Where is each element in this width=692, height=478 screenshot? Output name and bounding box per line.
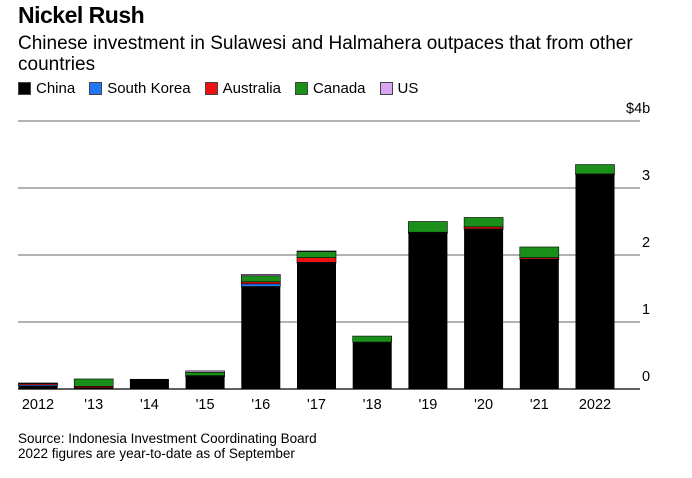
- bar-segment-china-2: [129, 378, 169, 389]
- x-tick-label: 2022: [579, 397, 611, 413]
- bar-segment-canada-9: [519, 246, 560, 258]
- bar-segment-china-7: [408, 233, 448, 389]
- bar-segment-china-0: [18, 386, 58, 389]
- legend-swatch-south-korea: [89, 82, 103, 95]
- bar-segment-canada-4: [241, 275, 281, 283]
- bar-segment-china-8: [464, 229, 504, 389]
- legend-label-canada: Canada: [312, 80, 366, 97]
- y-tick-label: $4b: [626, 101, 650, 117]
- legend-item-canada: Canada: [294, 80, 366, 97]
- legend-swatch-china: [18, 82, 31, 95]
- y-tick-label: 2: [642, 235, 650, 251]
- bar-segment-us-4: [241, 274, 281, 277]
- legend-item-australia: Australia: [204, 80, 281, 97]
- bar-segment-canada-3: [185, 371, 225, 376]
- bar-segment-china-3: [185, 376, 225, 389]
- legend-label-us: US: [397, 80, 419, 97]
- x-tick-label: '14: [140, 397, 159, 413]
- bar-segment-china-10: [575, 174, 615, 389]
- source-text: Source: Indonesia Investment Coordinatin…: [18, 431, 317, 446]
- legend-item-china: China: [18, 80, 75, 97]
- bar-segment-canada-7: [408, 221, 448, 233]
- legend-item-us: US: [379, 80, 419, 97]
- y-tick-label: 0: [642, 369, 650, 385]
- legend-label-south-korea: South Korea: [107, 80, 191, 97]
- bar-chart: 0 1 2 3 $4b 2012 '13 '14 '15 '16 '17 '18 '19 '20 '21 20…: [18, 101, 650, 413]
- bar-segment-canada-6: [352, 335, 393, 343]
- chart-subtitle: Chinese investment in Sulawesi and Halma…: [18, 33, 633, 75]
- legend-swatch-australia: [204, 82, 218, 95]
- bar-segment-china-6: [352, 342, 392, 389]
- bar-segment-china-1: [74, 387, 114, 389]
- x-tick-label: '21: [530, 397, 549, 413]
- bar-segment-canada-5: [296, 251, 337, 258]
- bar-segment-south-korea-4: [241, 283, 281, 287]
- x-tick-label: '18: [363, 397, 382, 413]
- bar-segment-australia-5: [296, 257, 337, 263]
- footnote-text: 2022 figures are year-to-date as of Sept…: [18, 446, 295, 461]
- bar-segment-canada-1: [73, 378, 114, 387]
- bar-segment-china-5: [297, 263, 336, 389]
- bar-segment-canada-8: [463, 217, 504, 228]
- bar-segment-canada-10: [575, 164, 615, 175]
- chart-title: Nickel Rush: [18, 2, 145, 28]
- legend-item-south-korea: South Korea: [89, 80, 191, 97]
- x-tick-label: '17: [307, 397, 326, 413]
- bar-segment-australia-8: [463, 226, 504, 230]
- bar-segment-canada-0: [18, 382, 58, 384]
- legend-label-china: China: [36, 80, 76, 97]
- x-tick-label: 2012: [22, 397, 54, 413]
- x-tick-label: '16: [251, 397, 270, 413]
- legend-swatch-canada: [294, 82, 308, 95]
- y-tick-label: 1: [642, 302, 650, 318]
- x-tick-label: '20: [474, 397, 493, 413]
- source-note: Source: Indonesia Investment Coordinatin…: [18, 431, 317, 461]
- y-tick-label: 3: [642, 168, 650, 184]
- legend: China South Korea Australia Canada US: [18, 80, 418, 97]
- x-tick-label: '15: [196, 397, 215, 413]
- bar-segment-us-3: [185, 370, 225, 373]
- x-tick-label: '19: [418, 397, 437, 413]
- bar-segment-australia-4: [241, 281, 281, 285]
- legend-label-australia: Australia: [222, 80, 281, 97]
- bar-segment-us-5: [296, 250, 337, 252]
- x-tick-label: '13: [84, 397, 103, 413]
- bar-segment-china-9: [519, 259, 559, 389]
- legend-swatch-us: [379, 82, 393, 95]
- bar-segment-china-4: [241, 286, 281, 389]
